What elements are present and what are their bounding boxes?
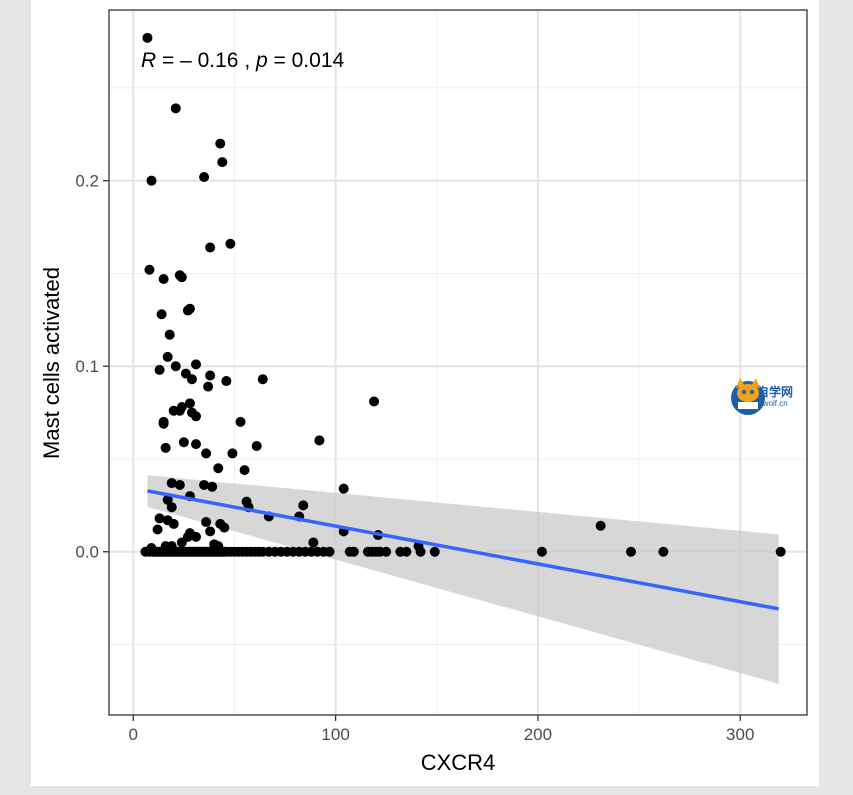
data-points xyxy=(140,32,786,557)
data-point xyxy=(199,479,210,490)
data-point xyxy=(203,381,214,392)
data-point xyxy=(415,546,426,557)
data-point xyxy=(164,329,175,340)
data-point xyxy=(174,479,185,490)
data-point xyxy=(184,303,195,314)
data-point xyxy=(625,546,636,557)
data-point xyxy=(324,546,335,557)
data-point xyxy=(595,520,606,531)
data-point xyxy=(162,494,173,505)
x-axis-ticks: 0 100 200 300 xyxy=(129,715,754,744)
data-point xyxy=(170,361,181,372)
data-point xyxy=(152,524,163,535)
x-tick-label: 100 xyxy=(321,725,349,744)
data-point xyxy=(201,448,212,459)
data-point xyxy=(166,478,177,489)
data-point xyxy=(207,481,218,492)
data-point xyxy=(314,435,325,446)
data-point xyxy=(178,437,189,448)
data-point xyxy=(338,483,349,494)
data-point xyxy=(401,546,412,557)
data-point xyxy=(217,157,228,168)
x-axis-title: CXCR4 xyxy=(421,750,496,775)
data-point xyxy=(213,463,224,474)
data-point xyxy=(142,32,153,43)
data-point xyxy=(308,537,319,548)
data-point xyxy=(166,502,177,513)
data-point xyxy=(162,351,173,362)
wolf-logo-icon xyxy=(731,378,765,415)
x-tick-label: 200 xyxy=(524,725,552,744)
data-point xyxy=(154,364,165,375)
regression-line xyxy=(147,489,779,611)
data-point xyxy=(429,546,440,557)
data-point xyxy=(775,546,786,557)
data-point xyxy=(190,411,201,422)
data-point xyxy=(205,526,216,537)
data-point xyxy=(658,546,669,557)
data-point xyxy=(225,238,236,249)
confidence-band xyxy=(147,475,779,684)
data-point xyxy=(235,416,246,427)
data-point xyxy=(184,398,195,409)
data-point xyxy=(381,546,392,557)
data-point xyxy=(190,531,201,542)
data-point xyxy=(251,440,262,451)
data-point xyxy=(154,513,165,524)
watermark-logo: 生信自学网 www.biowolf.cn xyxy=(729,376,853,418)
x-tick-label: 300 xyxy=(726,725,754,744)
data-point xyxy=(176,272,187,283)
annotation-text: R = – 0.16 , p = 0.014 xyxy=(141,49,344,72)
data-point xyxy=(201,517,212,528)
data-point xyxy=(174,405,185,416)
data-point xyxy=(369,396,380,407)
data-point xyxy=(190,439,201,450)
x-tick-label: 0 xyxy=(129,725,138,744)
data-point xyxy=(160,442,171,453)
data-point xyxy=(215,138,226,149)
data-point xyxy=(170,103,181,114)
data-point xyxy=(221,376,232,387)
data-point xyxy=(168,518,179,529)
y-tick-label: 0.0 xyxy=(75,543,99,562)
data-point xyxy=(219,522,230,533)
data-point xyxy=(144,264,155,275)
data-point xyxy=(257,374,268,385)
data-point xyxy=(205,370,216,381)
data-point xyxy=(227,448,238,459)
y-axis-title: Mast cells activated xyxy=(39,267,64,459)
data-point xyxy=(348,546,359,557)
y-axis-ticks: 0.0 0.1 0.2 xyxy=(75,172,109,562)
data-point xyxy=(146,175,157,186)
plot-border xyxy=(108,9,808,716)
data-point xyxy=(156,309,167,320)
data-point xyxy=(158,274,169,285)
data-point xyxy=(176,537,187,548)
data-point xyxy=(239,465,250,476)
data-point xyxy=(536,546,547,557)
y-tick-label: 0.2 xyxy=(75,172,99,191)
data-point xyxy=(298,500,309,511)
data-point xyxy=(205,242,216,253)
data-point xyxy=(186,374,197,385)
data-point xyxy=(158,416,169,427)
data-point xyxy=(199,171,210,182)
y-tick-label: 0.1 xyxy=(75,357,99,376)
data-point xyxy=(190,359,201,370)
